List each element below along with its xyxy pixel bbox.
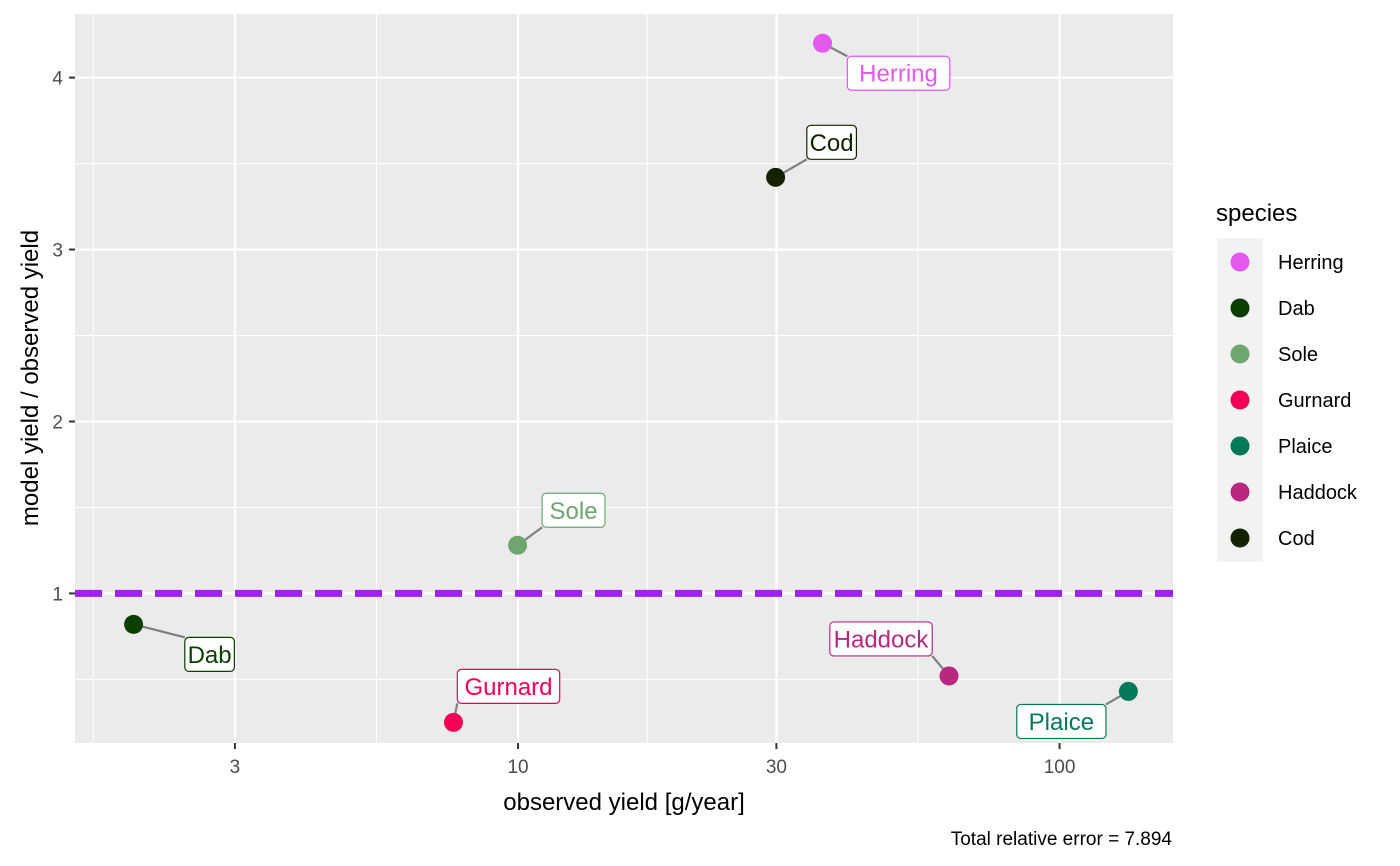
label-segment-gurnard bbox=[454, 703, 459, 714]
label-segment-cod bbox=[782, 158, 808, 174]
legend-key-plaice bbox=[1230, 436, 1250, 456]
legend-label-dab: Dab bbox=[1278, 298, 1315, 320]
point-plaice bbox=[1118, 681, 1138, 701]
label-segment-haddock bbox=[931, 655, 945, 670]
point-label-box-dab bbox=[184, 636, 235, 672]
legend-key-gurnard bbox=[1230, 390, 1250, 410]
point-label-box-gurnard bbox=[456, 668, 561, 704]
grid-major bbox=[75, 14, 1173, 743]
point-herring bbox=[813, 33, 833, 53]
y-tick-label: 4 bbox=[52, 69, 63, 90]
point-label-herring: Herring bbox=[859, 61, 938, 88]
point-label-box-cod bbox=[806, 124, 858, 160]
point-dab bbox=[124, 614, 144, 634]
panel-background bbox=[75, 14, 1173, 743]
point-label-gurnard: Gurnard bbox=[464, 674, 552, 701]
label-segment-dab bbox=[142, 625, 186, 639]
point-label-box-haddock bbox=[829, 621, 933, 657]
point-label-cod: Cod bbox=[810, 130, 854, 157]
legend-label-herring: Herring bbox=[1278, 252, 1344, 274]
label-segments bbox=[142, 46, 1122, 714]
legend-title: species bbox=[1216, 200, 1297, 227]
point-sole bbox=[508, 535, 528, 555]
points bbox=[124, 33, 1138, 732]
x-tick-label: 3 bbox=[230, 757, 241, 778]
point-label-dab: Dab bbox=[188, 642, 232, 669]
x-axis: 3 10 30 100 bbox=[230, 743, 1076, 778]
point-label-box-herring bbox=[846, 55, 951, 91]
legend-items: Herring Dab Sole Gurnard Plaice Haddock Cod bbox=[1230, 252, 1358, 550]
point-label-haddock: Haddock bbox=[834, 626, 930, 653]
x-axis-title: observed yield [g/year] bbox=[503, 789, 744, 816]
y-axis: 1 2 3 4 bbox=[52, 69, 75, 605]
label-segment-sole bbox=[524, 526, 543, 541]
point-label-plaice: Plaice bbox=[1029, 709, 1094, 736]
legend-label-sole: Sole bbox=[1278, 344, 1318, 366]
y-axis-title: model yield / observed yield bbox=[17, 230, 44, 526]
point-cod bbox=[766, 167, 786, 187]
legend-key-cod bbox=[1230, 528, 1250, 548]
y-tick-label: 1 bbox=[52, 584, 63, 605]
point-labels: Herring Dab Sole Gurnard Plaice Haddock Cod bbox=[184, 55, 1107, 740]
legend-label-gurnard: Gurnard bbox=[1278, 390, 1351, 412]
legend-key-dab bbox=[1230, 298, 1250, 318]
legend-label-haddock: Haddock bbox=[1278, 482, 1358, 504]
label-segment-herring bbox=[829, 46, 848, 58]
point-label-box-sole bbox=[541, 492, 606, 528]
point-haddock bbox=[939, 666, 959, 686]
y-tick-label: 3 bbox=[52, 241, 63, 262]
caption: Total relative error = 7.894 bbox=[951, 829, 1173, 850]
point-gurnard bbox=[443, 712, 463, 732]
x-tick-label: 10 bbox=[507, 757, 528, 778]
legend: species Herring Dab Sole Gurnard Plaice Haddo… bbox=[1216, 200, 1358, 562]
legend-key-haddock bbox=[1230, 482, 1250, 502]
x-tick-label: 30 bbox=[766, 757, 787, 778]
point-label-sole: Sole bbox=[550, 498, 598, 525]
grid-minor bbox=[75, 14, 1173, 743]
x-tick-label: 100 bbox=[1044, 757, 1076, 778]
point-label-box-plaice bbox=[1016, 703, 1107, 740]
legend-label-plaice: Plaice bbox=[1278, 436, 1332, 458]
legend-key-herring bbox=[1230, 252, 1250, 272]
label-segment-plaice bbox=[1105, 694, 1122, 706]
legend-key-sole bbox=[1230, 344, 1250, 364]
y-tick-label: 2 bbox=[52, 412, 63, 433]
legend-label-cod: Cod bbox=[1278, 528, 1315, 550]
